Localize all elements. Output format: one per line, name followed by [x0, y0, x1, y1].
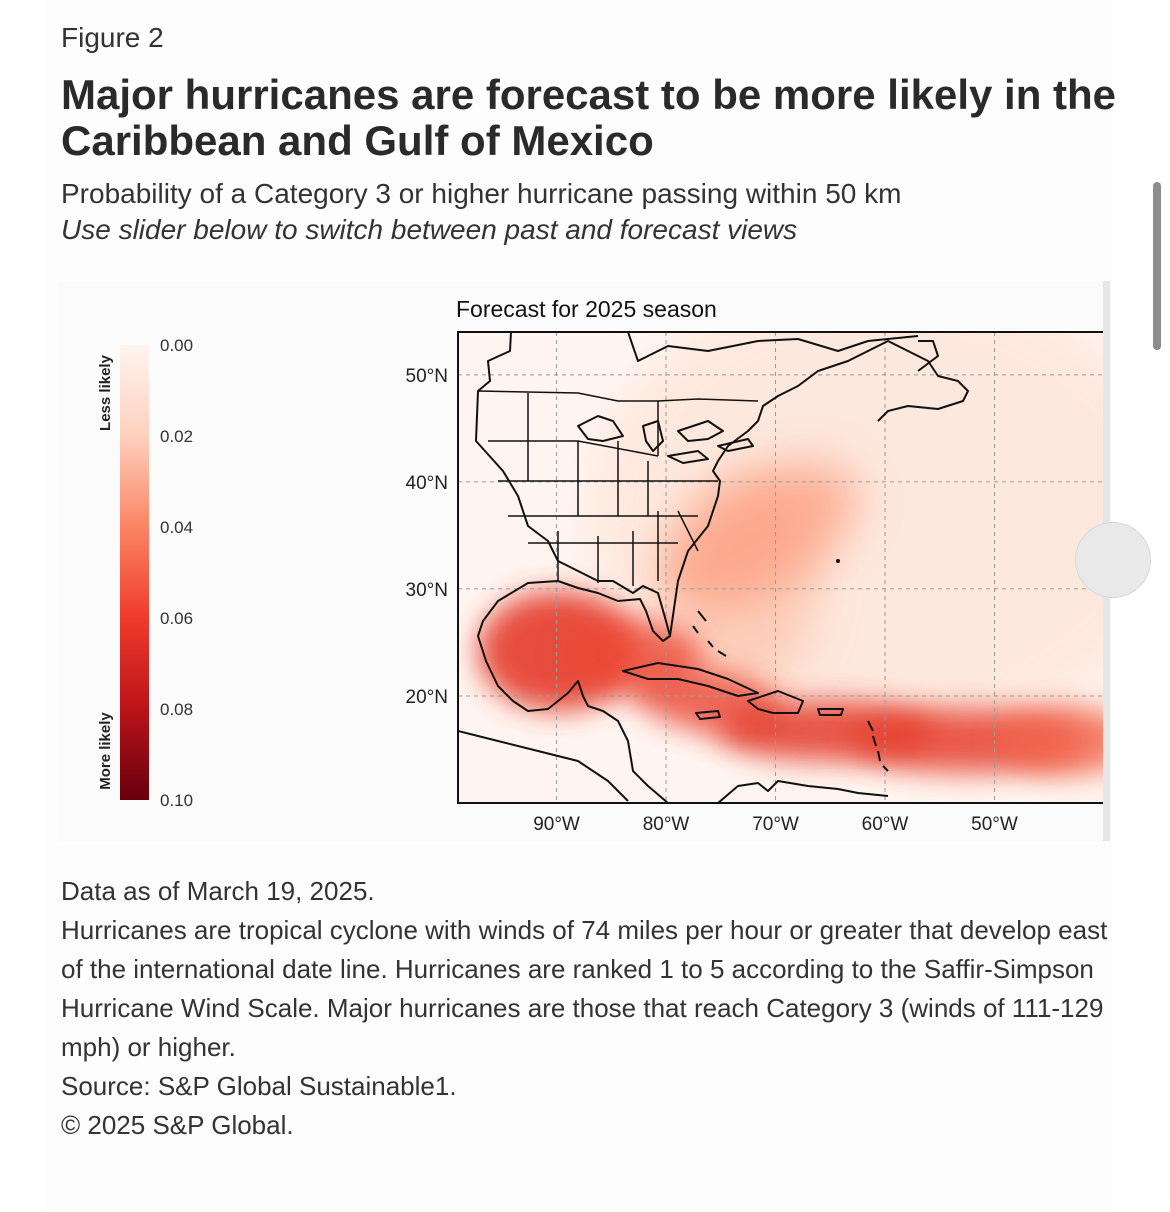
- hurricane-probability-map: 0.00 0.02 0.04 0.06 0.08 0.10 Less likely Mor…: [97, 296, 1105, 835]
- y-tick-label: 30°N: [406, 580, 448, 601]
- colorbar-tick-label: 0.00: [160, 336, 193, 355]
- y-tick-label: 50°N: [406, 366, 448, 387]
- figure-notes: Data as of March 19, 2025. Hurricanes ar…: [61, 872, 1121, 1145]
- x-tick-label: 80°W: [643, 814, 690, 835]
- chart-panel: 0.00 0.02 0.04 0.06 0.08 0.10 Less likely Mor…: [58, 281, 1110, 841]
- colorbar-tick-label: 0.10: [160, 791, 193, 810]
- slider-instruction: Use slider below to switch between past …: [61, 214, 798, 245]
- colorbar-tick-label: 0.06: [160, 609, 193, 628]
- x-tick-label: 70°W: [752, 814, 799, 835]
- figure-label: Figure 2: [61, 22, 164, 53]
- definition-note: Hurricanes are tropical cyclone with win…: [61, 915, 1108, 1062]
- page-scrollbar[interactable]: [1153, 182, 1161, 350]
- colorbar-label-less: Less likely: [97, 354, 114, 431]
- figure-title: Major hurricanes are forecast to be more…: [61, 71, 1117, 164]
- source-note: Source: S&P Global Sustainable1.: [61, 1071, 457, 1101]
- colorbar-label-more: More likely: [97, 712, 114, 790]
- view-slider-handle[interactable]: [1075, 522, 1151, 598]
- y-tick-label: 20°N: [406, 687, 448, 708]
- y-tick-label: 40°N: [406, 473, 448, 494]
- bermuda-dot: [836, 559, 840, 563]
- colorbar-tick-label: 0.02: [160, 427, 193, 446]
- colorbar: [120, 345, 149, 800]
- colorbar-tick-label: 0.04: [160, 518, 193, 537]
- coastlines: [458, 332, 969, 803]
- x-tick-label: 50°W: [971, 814, 1018, 835]
- x-tick-label: 60°W: [862, 814, 909, 835]
- x-tick-label: 90°W: [533, 814, 580, 835]
- figure-subtitle: Probability of a Category 3 or higher hu…: [61, 178, 902, 209]
- colorbar-tick-label: 0.08: [160, 700, 193, 719]
- copyright-note: © 2025 S&P Global.: [61, 1110, 294, 1140]
- map-gridlines: [458, 332, 1104, 803]
- data-date-note: Data as of March 19, 2025.: [61, 876, 375, 906]
- map-title: Forecast for 2025 season: [456, 296, 717, 322]
